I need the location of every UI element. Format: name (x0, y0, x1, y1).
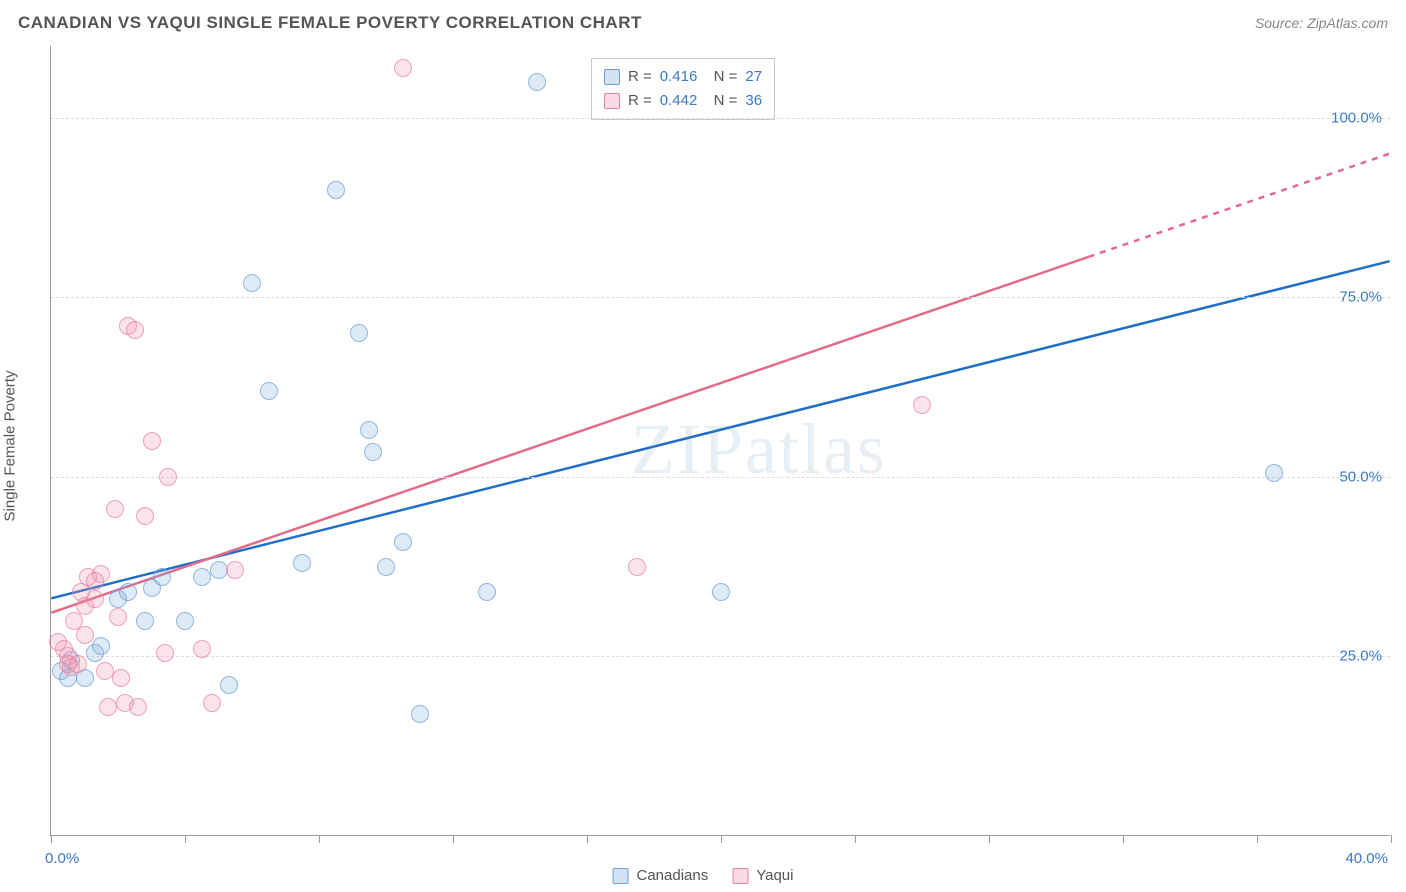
stats-row-canadians: R = 0.416 N = 27 (604, 65, 762, 89)
chart-source: Source: ZipAtlas.com (1255, 15, 1388, 31)
y-axis-title: Single Female Poverty (2, 371, 19, 522)
scatter-point-canadians (1265, 464, 1283, 482)
chart-container: CANADIAN VS YAQUI SINGLE FEMALE POVERTY … (0, 0, 1406, 892)
scatter-point-canadians (92, 637, 110, 655)
trend-line (51, 261, 1389, 598)
legend-item-canadians: Canadians (613, 867, 709, 884)
x-tick (721, 835, 722, 843)
legend-label-canadians: Canadians (637, 867, 709, 884)
x-tick (1391, 835, 1392, 843)
x-tick (1123, 835, 1124, 843)
y-tick-label: 100.0% (1331, 109, 1382, 126)
stat-n-label: N = (705, 65, 737, 89)
scatter-point-canadians (394, 533, 412, 551)
stat-r-label: R = (628, 65, 652, 89)
x-tick (51, 835, 52, 843)
gridline (51, 297, 1390, 298)
x-tick (587, 835, 588, 843)
stats-swatch (604, 93, 620, 109)
scatter-point-canadians (210, 561, 228, 579)
x-tick (1257, 835, 1258, 843)
scatter-point-yaqui (159, 468, 177, 486)
stats-legend-box: R = 0.416 N = 27R = 0.442 N = 36 (591, 58, 775, 120)
scatter-point-canadians (478, 583, 496, 601)
scatter-point-canadians (176, 612, 194, 630)
scatter-point-yaqui (143, 432, 161, 450)
stat-n-label: N = (705, 89, 737, 113)
scatter-point-yaqui (69, 655, 87, 673)
x-tick (855, 835, 856, 843)
legend-bottom: Canadians Yaqui (613, 867, 794, 884)
stats-row-yaqui: R = 0.442 N = 36 (604, 89, 762, 113)
y-tick-label: 50.0% (1339, 468, 1382, 485)
scatter-point-yaqui (126, 321, 144, 339)
scatter-point-canadians (364, 443, 382, 461)
scatter-point-yaqui (86, 590, 104, 608)
y-tick-label: 75.0% (1339, 289, 1382, 306)
scatter-point-yaqui (136, 507, 154, 525)
stat-r-value: 0.416 (660, 65, 698, 89)
scatter-point-canadians (260, 382, 278, 400)
scatter-point-yaqui (76, 626, 94, 644)
scatter-point-canadians (360, 421, 378, 439)
scatter-point-yaqui (92, 565, 110, 583)
legend-item-yaqui: Yaqui (732, 867, 793, 884)
scatter-point-canadians (377, 558, 395, 576)
scatter-point-canadians (712, 583, 730, 601)
gridline (51, 656, 1390, 657)
y-tick-label: 25.0% (1339, 648, 1382, 665)
scatter-point-canadians (220, 676, 238, 694)
gridline (51, 477, 1390, 478)
scatter-point-canadians (327, 181, 345, 199)
scatter-point-canadians (193, 568, 211, 586)
scatter-point-yaqui (109, 608, 127, 626)
scatter-point-canadians (136, 612, 154, 630)
scatter-point-yaqui (394, 59, 412, 77)
scatter-point-canadians (528, 73, 546, 91)
chart-header: CANADIAN VS YAQUI SINGLE FEMALE POVERTY … (0, 0, 1406, 46)
scatter-point-yaqui (226, 561, 244, 579)
stat-r-label: R = (628, 89, 652, 113)
legend-swatch-blue (613, 868, 629, 884)
scatter-point-canadians (293, 554, 311, 572)
stat-n-value: 27 (745, 65, 762, 89)
x-tick (319, 835, 320, 843)
scatter-point-canadians (243, 274, 261, 292)
stat-r-value: 0.442 (660, 89, 698, 113)
x-axis-min-label: 0.0% (45, 850, 79, 867)
scatter-point-canadians (411, 705, 429, 723)
scatter-point-yaqui (193, 640, 211, 658)
trend-lines-svg (51, 46, 1390, 835)
gridline (51, 118, 1390, 119)
scatter-point-yaqui (913, 396, 931, 414)
scatter-point-yaqui (129, 698, 147, 716)
trend-line (51, 257, 1088, 613)
scatter-point-yaqui (628, 558, 646, 576)
trend-line (1089, 154, 1390, 257)
scatter-point-canadians (350, 324, 368, 342)
scatter-point-canadians (153, 568, 171, 586)
scatter-point-yaqui (106, 500, 124, 518)
scatter-point-yaqui (156, 644, 174, 662)
x-tick (453, 835, 454, 843)
legend-label-yaqui: Yaqui (756, 867, 793, 884)
scatter-point-yaqui (112, 669, 130, 687)
legend-swatch-pink (732, 868, 748, 884)
stat-n-value: 36 (745, 89, 762, 113)
chart-title: CANADIAN VS YAQUI SINGLE FEMALE POVERTY … (18, 13, 642, 33)
scatter-point-yaqui (203, 694, 221, 712)
x-axis-max-label: 40.0% (1345, 850, 1388, 867)
stats-swatch (604, 69, 620, 85)
scatter-point-yaqui (99, 698, 117, 716)
scatter-point-yaqui (96, 662, 114, 680)
plot-area: ZIPatlas R = 0.416 N = 27R = 0.442 N = 3… (50, 46, 1390, 836)
x-tick (185, 835, 186, 843)
scatter-point-canadians (119, 583, 137, 601)
x-tick (989, 835, 990, 843)
